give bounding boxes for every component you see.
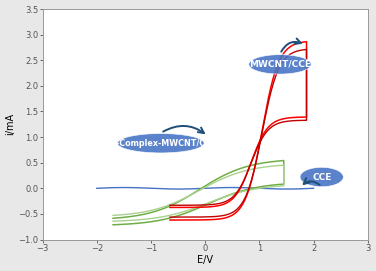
Ellipse shape xyxy=(117,134,204,153)
Text: CCE: CCE xyxy=(312,173,331,182)
Text: MWCNT/CCE: MWCNT/CCE xyxy=(249,60,311,69)
Ellipse shape xyxy=(249,55,311,74)
X-axis label: E/V: E/V xyxy=(197,256,213,265)
Ellipse shape xyxy=(300,167,343,187)
Y-axis label: i/mA: i/mA xyxy=(6,113,15,135)
Text: PB-Complex-MWCNT/CCE: PB-Complex-MWCNT/CCE xyxy=(105,139,217,148)
